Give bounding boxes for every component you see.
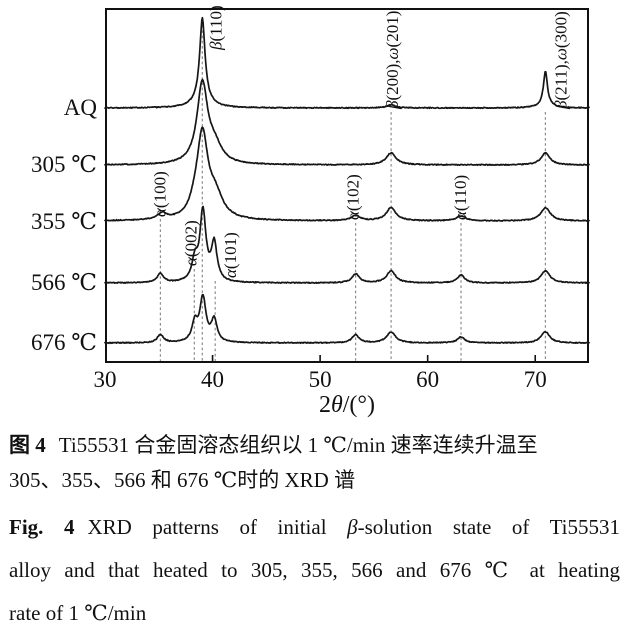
series-label-4: 676 ℃ — [31, 330, 97, 355]
series-labels: AQ 305 ℃ 355 ℃ 566 ℃ 676 ℃ — [31, 95, 97, 355]
tick-label-40: 40 — [201, 367, 224, 392]
peak-label-3: α(101) — [221, 232, 240, 278]
figure-tag-en: Fig. 4 — [9, 515, 75, 539]
caption-en: Fig. 4 XRD patterns of initial β-solution… — [9, 506, 620, 625]
caption-zh-line2: 305、355、566 和 676 ℃时的 XRD 谱 — [9, 468, 356, 492]
series-label-3: 566 ℃ — [31, 270, 97, 295]
xrd-curve-1 — [104, 78, 590, 167]
peak-label-2: α(002) — [181, 220, 200, 266]
peak-label-6: α(110) — [451, 175, 470, 220]
series-label-0: AQ — [64, 95, 98, 120]
xrd-curves — [104, 16, 590, 345]
caption-en-line3: rate of 1 ℃/min — [9, 601, 147, 625]
tick-label-50: 50 — [309, 367, 332, 392]
peak-label-1: α(100) — [150, 171, 169, 217]
caption-en-beta: β — [347, 515, 358, 539]
caption-zh-line1: 图 4 Ti55531 合金固溶态组织以 1 ℃/min 速率连续升温至 — [9, 428, 620, 463]
xrd-plot: 30 40 50 60 70 β(110) α(100) α(002) α(101) α(102… — [31, 5, 590, 418]
xrd-curve-4 — [104, 293, 590, 345]
x-axis-tick-labels: 30 40 50 60 70 — [94, 367, 547, 392]
figure-tag-zh: 图 4 — [9, 433, 46, 457]
caption-en-line1-a: XRD patterns of initial — [87, 515, 348, 539]
figure-caption: 图 4 Ti55531 合金固溶态组织以 1 ℃/min 速率连续升温至 305、… — [0, 421, 624, 625]
x-axis-label: 2θ/(°) — [319, 392, 375, 418]
plot-frame — [105, 8, 589, 363]
xrd-curve-3 — [104, 205, 590, 285]
tick-label-70: 70 — [524, 367, 547, 392]
xrd-curve-2 — [104, 126, 590, 222]
peak-label-5: β(200),ω(201) — [383, 11, 402, 110]
peak-labels: β(110) α(100) α(002) α(101) α(102) β(200),ω(2… — [150, 5, 570, 278]
caption-en-line2: alloy and that heated to 305, 355, 566 a… — [9, 558, 620, 582]
series-label-2: 355 ℃ — [31, 209, 97, 234]
tick-label-30: 30 — [94, 367, 117, 392]
peak-label-4: α(102) — [344, 174, 363, 220]
caption-en-line1: Fig. 4 XRD patterns of initial β-solution… — [9, 506, 620, 549]
series-label-1: 305 ℃ — [31, 152, 97, 177]
peak-label-7: β(211),ω(300) — [551, 11, 570, 110]
caption-en-line1-b: -solution state of Ti55531 — [357, 515, 620, 539]
tick-label-60: 60 — [416, 367, 439, 392]
peak-label-0: β(110) — [206, 5, 225, 51]
xrd-curve-0 — [104, 16, 590, 110]
caption-zh-line1-text: Ti55531 合金固溶态组织以 1 ℃/min 速率连续升温至 — [58, 433, 538, 457]
x-axis-ticks — [211, 355, 537, 362]
